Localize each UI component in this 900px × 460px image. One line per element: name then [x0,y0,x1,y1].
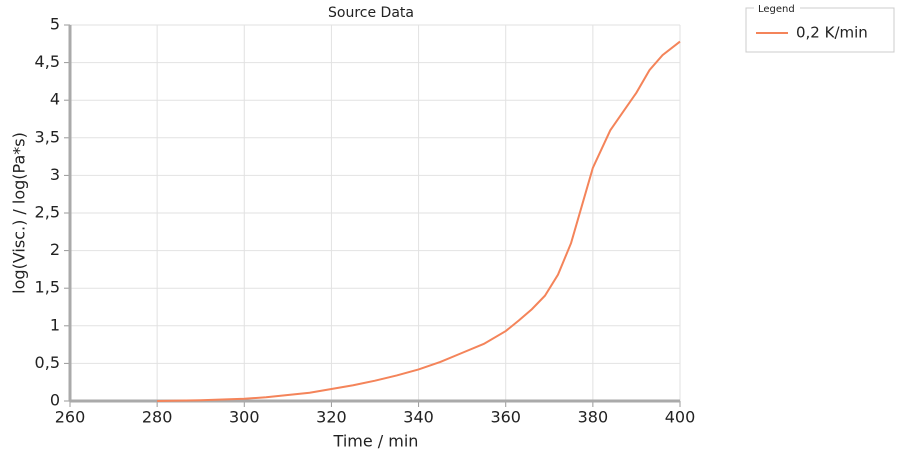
data-line [157,40,681,402]
x-tick-label: 320 [316,408,347,427]
x-tick-label: 280 [142,408,173,427]
y-tick-label: 1,5 [35,278,60,297]
y-axis-label: log(Visc.) / log(Pa*s) [10,132,29,294]
y-tick-label: 3 [50,165,60,184]
y-tick-label: 4 [50,90,60,109]
y-tick-label: 2,5 [35,203,60,222]
chart-title: Source Data [328,5,414,21]
y-tick-label: 0,5 [35,353,60,372]
x-tick-label: 260 [55,408,86,427]
y-tick-label: 0 [50,391,60,410]
legend-title: Legend [758,4,795,15]
x-tick-label: 360 [490,408,521,427]
x-axis-label: Time / min [333,432,419,451]
x-tick-label: 340 [403,408,434,427]
y-tick-label: 4,5 [35,52,60,71]
x-tick-label: 400 [665,408,696,427]
y-tick-label: 2 [50,240,60,259]
y-tick-label: 1 [50,315,60,334]
x-tick-label: 300 [229,408,260,427]
legend-box [745,7,895,53]
x-tick-label: 380 [578,408,609,427]
y-tick-label: 3,5 [35,127,60,146]
y-tick-label: 5 [50,15,60,34]
legend-title-bg [754,3,800,15]
legend-label: 0,2 K/min [796,24,868,42]
